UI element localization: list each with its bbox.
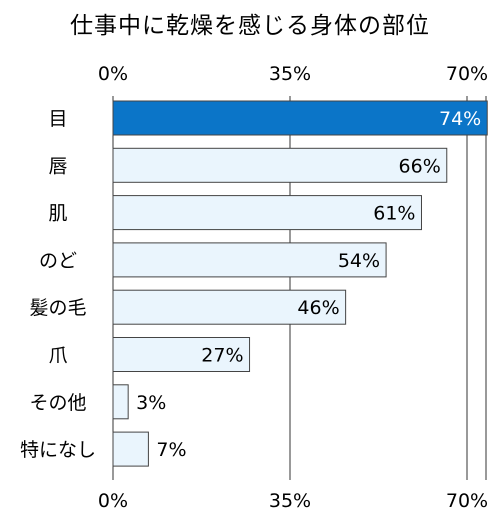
category-label: その他: [29, 392, 86, 414]
category-label: 髪の毛: [29, 297, 86, 319]
value-label: 74%: [439, 108, 481, 130]
value-label: 3%: [136, 392, 166, 414]
x-tick-label-bottom: 0%: [98, 490, 128, 512]
bar-0: [112, 100, 488, 136]
value-label: 7%: [156, 439, 186, 461]
x-tick-label-bottom: 35%: [269, 490, 311, 512]
bar-6: [112, 384, 129, 420]
value-label: 61%: [373, 203, 415, 225]
category-label: 唇: [48, 155, 67, 177]
category-label: のど: [39, 250, 77, 272]
bar-2: [112, 195, 422, 231]
bar-3: [112, 242, 387, 278]
category-label: 肌: [48, 203, 67, 225]
value-label: 54%: [338, 250, 380, 272]
bars: [112, 100, 488, 467]
value-label: 66%: [399, 155, 441, 177]
category-label: 爪: [48, 345, 67, 367]
value-label: 46%: [297, 297, 339, 319]
bar-4: [112, 289, 347, 325]
x-tick-label-top: 0%: [98, 63, 128, 85]
category-label: 目: [48, 108, 67, 130]
bar-1: [112, 147, 448, 183]
x-tick-label-bottom: 70%: [446, 490, 488, 512]
bar-7: [112, 431, 149, 467]
bar-5: [112, 337, 251, 372]
labels: 0% 0% 35% 35% 70% 70% 目 74% 唇 66% 肌 61% のど 54% 髪の毛 46% 爪…: [20, 63, 488, 512]
value-label: 27%: [201, 345, 243, 367]
chart-title: 仕事中に乾燥を感じる身体の部位: [70, 13, 430, 39]
x-tick-label-top: 70%: [446, 63, 488, 85]
category-label: 特になし: [20, 439, 96, 461]
x-tick-label-top: 35%: [269, 63, 311, 85]
